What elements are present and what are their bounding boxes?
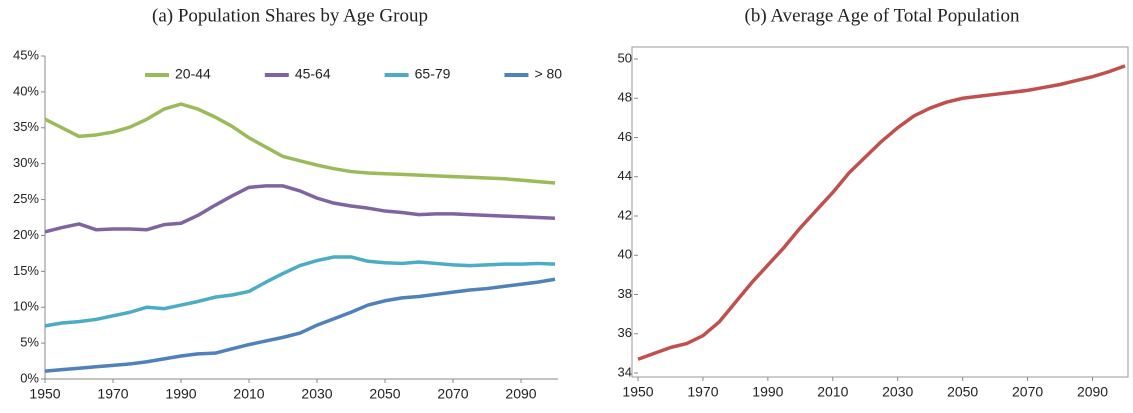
legend-label: 20-44 [175, 66, 211, 82]
x-tick-label: 1950 [622, 384, 653, 400]
chart-title: (a) Population Shares by Age Group [152, 5, 428, 26]
y-tick-label: 48 [618, 90, 632, 105]
x-tick-label: 2010 [817, 384, 848, 400]
y-tick-label: 20% [13, 227, 39, 242]
y-tick-label: 44 [618, 168, 632, 183]
series-line [44, 102, 556, 185]
x-tick-label: 2030 [301, 386, 332, 402]
series-line [44, 255, 556, 328]
x-tick-label: 1970 [97, 386, 128, 402]
x-tick-label: 2090 [1077, 384, 1108, 400]
legend-label: 65-79 [415, 66, 451, 82]
x-tick-label: 2070 [437, 386, 468, 402]
x-tick-label: 2030 [882, 384, 913, 400]
y-tick-label: 34 [618, 364, 632, 379]
y-tick-label: 0% [20, 370, 39, 385]
plot-frame [631, 46, 1129, 378]
legend-label: > 80 [534, 66, 562, 82]
y-tick-label: 46 [618, 129, 632, 144]
x-tick-label: 2050 [947, 384, 978, 400]
x-tick-label: 2070 [1012, 384, 1043, 400]
y-tick-label: 42 [618, 207, 632, 222]
legend-label: 45-64 [295, 66, 331, 82]
series-line [44, 277, 556, 373]
y-tick-label: 40% [13, 83, 39, 98]
x-tick-label: 2010 [233, 386, 264, 402]
y-tick-label: 45% [13, 47, 39, 62]
y-tick-label: 10% [13, 299, 39, 314]
y-tick-label: 35% [13, 119, 39, 134]
x-tick-label: 1990 [165, 386, 196, 402]
x-tick-label: 2050 [369, 386, 400, 402]
y-tick-label: 38 [618, 286, 632, 301]
chart-title: (b) Average Age of Total Population [745, 5, 1020, 26]
x-tick-label: 2090 [505, 386, 536, 402]
series-line [44, 184, 556, 234]
x-tick-label: 1970 [687, 384, 718, 400]
y-tick-label: 15% [13, 263, 39, 278]
y-tick-label: 36 [618, 325, 632, 340]
y-tick-label: 40 [618, 247, 632, 262]
y-tick-label: 50 [618, 50, 632, 65]
x-tick-label: 1950 [29, 386, 60, 402]
y-tick-label: 30% [13, 155, 39, 170]
x-tick-label: 1990 [752, 384, 783, 400]
y-tick-label: 5% [20, 335, 39, 350]
series-line [637, 64, 1126, 361]
y-tick-label: 25% [13, 191, 39, 206]
